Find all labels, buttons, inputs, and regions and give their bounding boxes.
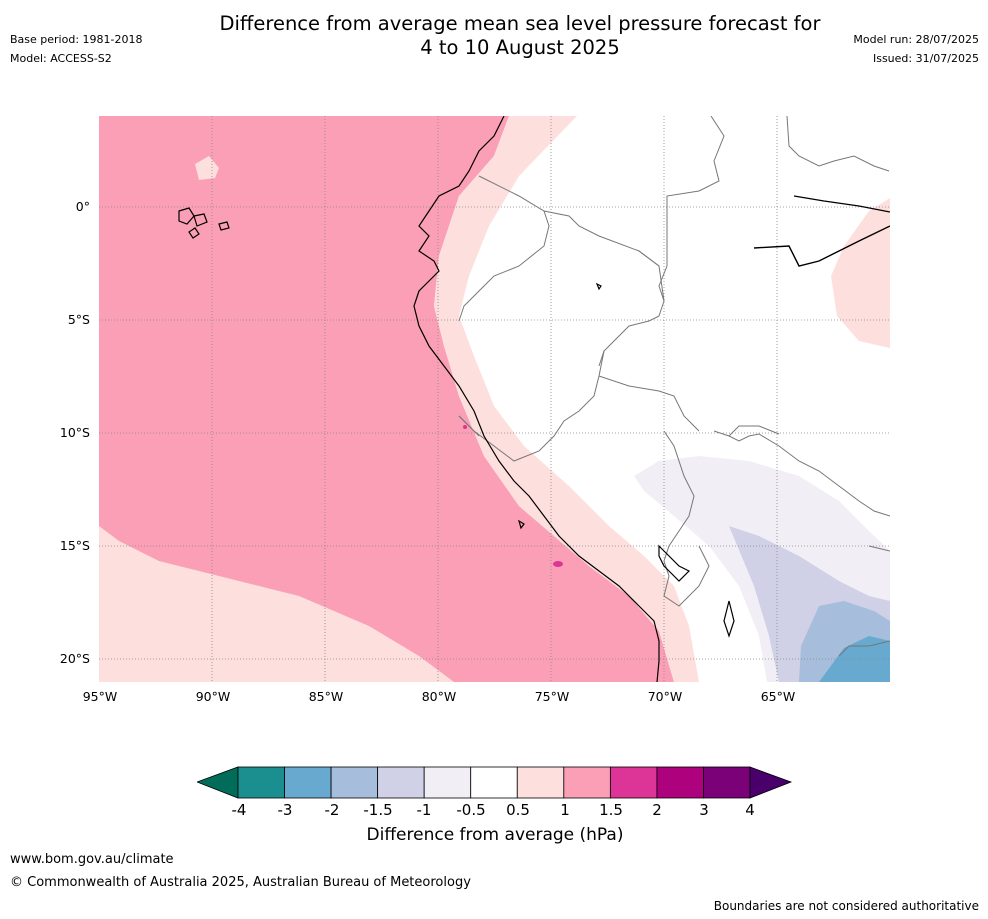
lat-label-10s: 10°S bbox=[59, 425, 90, 440]
colorbar bbox=[197, 766, 793, 799]
colorbar-cell bbox=[284, 766, 332, 799]
colorbar-cell bbox=[656, 766, 704, 799]
country-borders bbox=[458, 116, 890, 657]
anomaly-region-0.5-1-east bbox=[831, 198, 890, 348]
colorbar-tick-4: 4 bbox=[745, 801, 755, 819]
colorbar-cell bbox=[703, 766, 751, 799]
lon-label-85w: 85°W bbox=[308, 689, 344, 704]
lat-label-5s: 5°S bbox=[67, 312, 90, 327]
map-title: Difference from average mean sea level p… bbox=[180, 12, 860, 60]
anomaly-patch-0.5-1-island bbox=[195, 156, 219, 180]
colorbar-cell bbox=[237, 766, 285, 799]
colorbar-tick-neg1: -1 bbox=[416, 801, 432, 819]
colorbar-cell bbox=[330, 766, 379, 799]
footer-copyright: © Commonwealth of Australia 2025, Austra… bbox=[10, 875, 471, 890]
anomaly-region-0.5-1-southwest bbox=[99, 526, 454, 682]
footer-boundaries-note: Boundaries are not considered authoritat… bbox=[713, 899, 979, 913]
colorbar-cell bbox=[609, 766, 658, 799]
lat-label-20s: 20°S bbox=[59, 651, 90, 666]
lon-label-90w: 90°W bbox=[195, 689, 231, 704]
colorbar-cells bbox=[237, 766, 751, 799]
colorbar-cell bbox=[516, 766, 565, 799]
meta-right: Model run: 28/07/2025 Issued: 31/07/2025 bbox=[853, 30, 979, 68]
footer-url: www.bom.gov.au/climate bbox=[10, 852, 174, 867]
graticule bbox=[99, 116, 890, 682]
colorbar-cell bbox=[470, 766, 518, 799]
colorbar-tick-neg1.5: -1.5 bbox=[363, 801, 393, 819]
colorbar-over-arrow bbox=[749, 766, 793, 799]
issued-date: Issued: 31/07/2025 bbox=[872, 52, 979, 65]
pressure-anomaly-map bbox=[99, 116, 890, 682]
lon-label-70w: 70°W bbox=[647, 689, 683, 704]
title-line-2: 4 to 10 August 2025 bbox=[420, 36, 620, 59]
colorbar-tick-neg0.5: -0.5 bbox=[456, 801, 486, 819]
anomaly-spot-1.5-2-small bbox=[463, 425, 467, 429]
anomaly-spot-1.5-2 bbox=[553, 561, 563, 567]
base-period: Base period: 1981-2018 bbox=[10, 33, 143, 46]
colorbar-tick-neg3: -3 bbox=[277, 801, 293, 819]
model-run: Model run: 28/07/2025 bbox=[853, 33, 979, 46]
coastlines bbox=[178, 116, 890, 682]
colorbar-under-arrow bbox=[197, 766, 239, 799]
colorbar-tick-1: 1 bbox=[560, 801, 570, 819]
lat-label-15s: 15°S bbox=[59, 538, 90, 553]
colorbar-tick-2: 2 bbox=[652, 801, 662, 819]
meta-left: Base period: 1981-2018 Model: ACCESS-S2 bbox=[10, 30, 142, 68]
colorbar-tick-3: 3 bbox=[699, 801, 709, 819]
lat-label-0: 0° bbox=[75, 199, 90, 214]
lon-label-95w: 95°W bbox=[82, 689, 118, 704]
colorbar-tick-neg2: -2 bbox=[324, 801, 340, 819]
colorbar-cell bbox=[563, 766, 611, 799]
colorbar-title: Difference from average (hPa) bbox=[366, 825, 624, 845]
anomaly-region-1-1.5 bbox=[99, 116, 674, 682]
lon-label-65w: 65°W bbox=[760, 689, 796, 704]
title-line-1: Difference from average mean sea level p… bbox=[219, 12, 821, 35]
lon-label-75w: 75°W bbox=[534, 689, 570, 704]
anomaly-region-neg2-neg3 bbox=[819, 636, 890, 682]
colorbar-cell bbox=[377, 766, 425, 799]
colorbar-cell bbox=[423, 766, 472, 799]
model-name: Model: ACCESS-S2 bbox=[10, 52, 112, 65]
colorbar-tick-0.5: 0.5 bbox=[506, 801, 530, 819]
colorbar-tick-neg4: -4 bbox=[231, 801, 247, 819]
colorbar-tick-1.5: 1.5 bbox=[599, 801, 623, 819]
lon-label-80w: 80°W bbox=[421, 689, 457, 704]
anomaly-band-0.5-1-coast bbox=[434, 116, 699, 682]
